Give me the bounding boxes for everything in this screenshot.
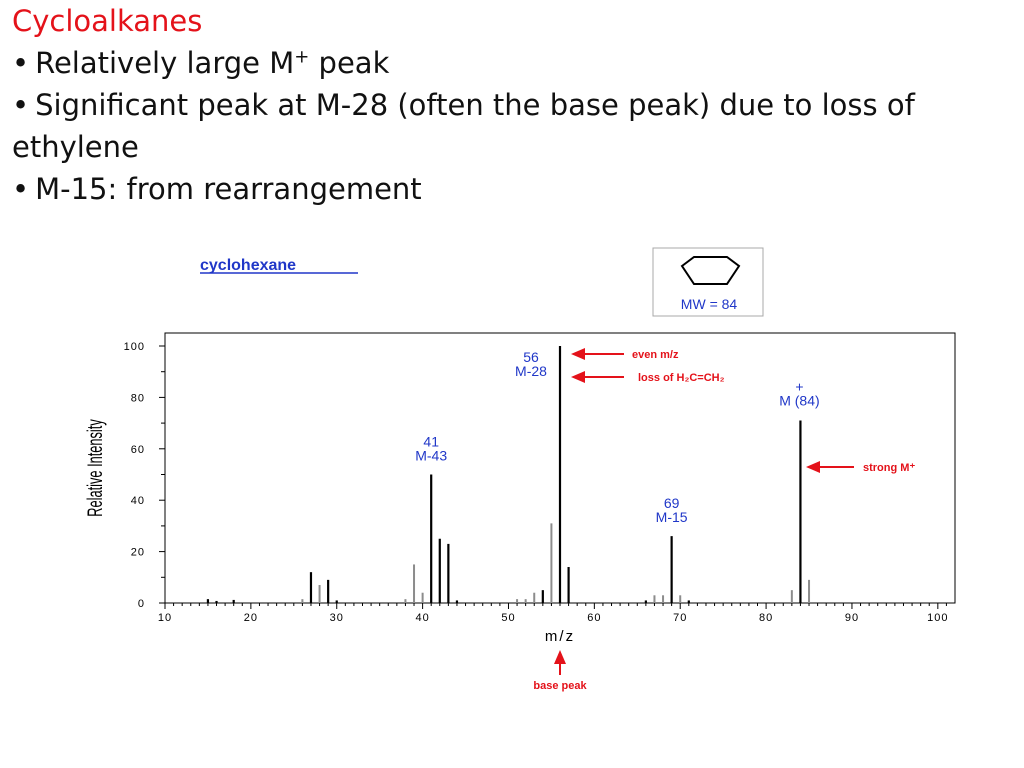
bullet-text: Significant peak at M-28 (often the base…	[35, 88, 915, 122]
x-tick-label: 20	[244, 612, 258, 624]
y-axis-title: Relative Intensity	[83, 419, 107, 517]
spectrum-bars	[206, 346, 811, 603]
molecule-structure-box: MW = 84	[652, 247, 764, 317]
arrow-up-icon	[554, 650, 566, 664]
y-tick-label: 80	[131, 392, 145, 404]
bullet-1: • Relatively large M+ peak	[12, 42, 1012, 84]
arrow-left-icon	[806, 461, 820, 473]
x-tick-label: 60	[587, 612, 601, 624]
peak-label-line: M-28	[515, 363, 547, 379]
peak-label-line: +	[795, 379, 803, 395]
annotation-loss-of-ethylene: loss of H₂C=CH₂	[571, 371, 725, 384]
x-tick-label: 100	[927, 612, 948, 624]
bullet-dot: •	[12, 46, 30, 80]
y-tick-label: 20	[131, 547, 145, 559]
annotation-even-mz: even m/z	[571, 348, 679, 361]
compound-name: cyclohexane	[200, 257, 296, 274]
annotation-text: loss of H₂C=CH₂	[638, 372, 725, 384]
y-tick-label: 40	[131, 495, 145, 507]
bullet-dot: •	[12, 88, 30, 122]
arrow-left-icon	[571, 371, 585, 383]
bullet-text: M-15: from rearrangement	[35, 172, 422, 206]
peak-label-line: 69	[664, 495, 680, 511]
slide-text: Cycloalkanes • Relatively large M+ peak •…	[12, 0, 1012, 210]
bullet-2-continuation: ethylene	[12, 126, 1012, 168]
slide-title: Cycloalkanes	[12, 4, 203, 38]
peak-label-line: M-15	[656, 509, 688, 525]
molecular-weight-label: MW = 84	[681, 296, 738, 312]
y-tick-label: 0	[138, 598, 145, 610]
y-tick-label: 60	[131, 444, 145, 456]
bullet-superscript: +	[294, 46, 310, 68]
bullet-text: Relatively large M	[35, 46, 295, 80]
peak-label-line: M (84)	[779, 393, 819, 409]
molecule-box-border	[652, 247, 764, 317]
annotation-text: strong M⁺	[863, 462, 915, 474]
bullet-text: ethylene	[12, 130, 139, 164]
bullet-2: • Significant peak at M-28 (often the bas…	[12, 84, 1012, 126]
y-tick-label: 100	[124, 341, 145, 353]
peak-label-line: M-43	[415, 448, 447, 464]
x-tick-label: 30	[330, 612, 344, 624]
x-tick-label: 10	[158, 612, 172, 624]
x-tick-label: 70	[673, 612, 687, 624]
peak-label-line: 56	[523, 349, 539, 365]
x-tick-label: 40	[415, 612, 429, 624]
x-tick-label: 50	[501, 612, 515, 624]
x-tick-label: 80	[759, 612, 773, 624]
annotation-text: base peak	[533, 680, 587, 692]
bullet-dot: •	[12, 172, 30, 206]
y-axis: 0 20 40 60 80 100	[124, 341, 165, 610]
annotation-strong-molecular-ion: strong M⁺	[806, 461, 915, 474]
annotation-text: even m/z	[632, 349, 679, 361]
arrow-left-icon	[571, 348, 585, 360]
peak-labels: 41M-43 56M-28 69M-15 +M (84)	[415, 349, 819, 525]
bullet-3: • M-15: from rearrangement	[12, 168, 1012, 210]
x-tick-label: 90	[845, 612, 859, 624]
bullet-text-after: peak	[309, 46, 390, 80]
cyclohexane-ring-icon	[680, 256, 741, 285]
peak-label-line: 41	[423, 434, 439, 450]
x-axis-title: m/z	[545, 628, 575, 645]
annotation-base-peak: base peak	[533, 650, 587, 692]
x-axis: 10 20 30 40 50 60 70 80 90 100	[158, 603, 948, 624]
